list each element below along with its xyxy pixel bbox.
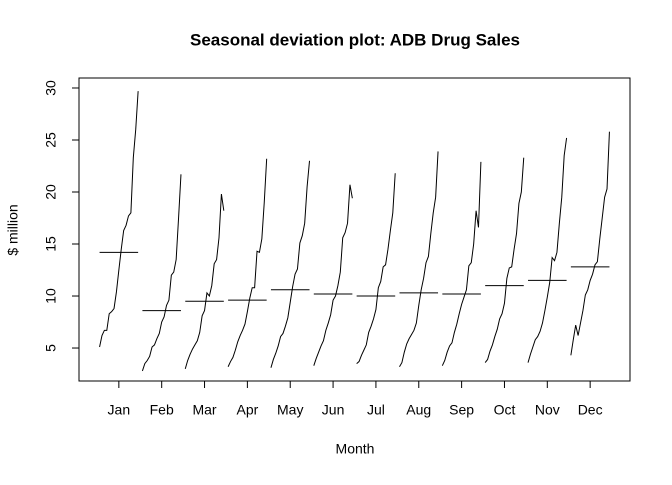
- x-tick-label: Jan: [108, 402, 131, 418]
- x-tick-label: May: [277, 402, 303, 418]
- subseries-line: [441, 161, 482, 366]
- subseries-line: [570, 131, 610, 356]
- y-tick-label: 5: [43, 344, 59, 352]
- y-axis-label: $ million: [5, 204, 21, 255]
- subseries-line: [270, 160, 311, 368]
- y-tick-label: 10: [43, 288, 59, 304]
- subseries-line: [313, 184, 353, 366]
- subseries-line: [141, 174, 182, 372]
- subseries-line: [184, 194, 225, 369]
- subseries-line: [527, 137, 568, 363]
- x-tick-label: Nov: [535, 402, 560, 418]
- x-tick-label: Oct: [494, 402, 516, 418]
- chart-title: Seasonal deviation plot: ADB Drug Sales: [190, 30, 520, 49]
- x-axis-label: Month: [336, 441, 375, 457]
- y-tick-label: 15: [43, 236, 59, 252]
- x-tick-label: Jul: [367, 402, 385, 418]
- x-tick-label: Feb: [150, 402, 174, 418]
- subseries-line: [356, 173, 396, 365]
- x-tick-label: Apr: [236, 402, 258, 418]
- x-tick-label: Aug: [406, 402, 431, 418]
- subseries-line: [99, 91, 139, 348]
- x-tick-label: Mar: [192, 402, 216, 418]
- subseries-line: [227, 158, 268, 367]
- plot-frame: [78, 77, 631, 382]
- y-tick-label: 25: [43, 132, 59, 148]
- x-tick-label: Sep: [449, 402, 474, 418]
- x-tick-label: Jun: [322, 402, 345, 418]
- y-tick-label: 30: [43, 80, 59, 96]
- y-tick-label: 20: [43, 184, 59, 200]
- x-tick-label: Dec: [578, 402, 603, 418]
- subseries-line: [399, 151, 439, 368]
- subseries-line: [484, 157, 525, 363]
